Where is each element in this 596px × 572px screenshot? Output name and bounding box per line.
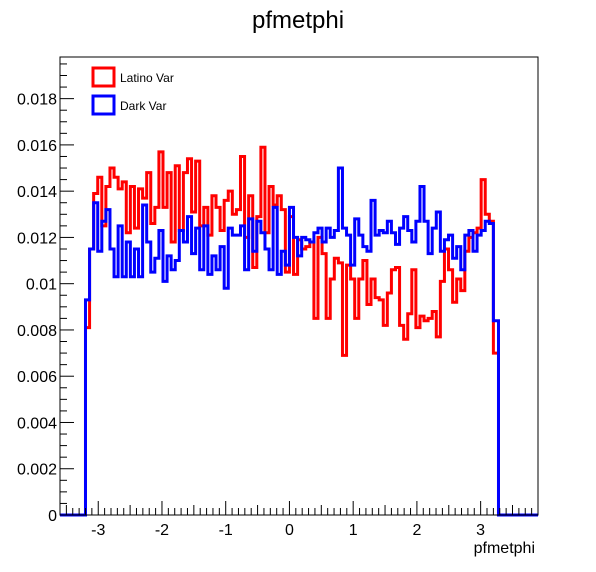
- x-tick-label: 1: [349, 522, 358, 539]
- legend-swatch: [91, 66, 116, 88]
- series-layer: [60, 145, 538, 517]
- x-tick-label: 3: [476, 522, 485, 539]
- axes-layer: -3 -2 -1 0 1 2 3 0 0.002 0.004 0.006 0.008 0.01 0.012…: [17, 63, 533, 539]
- x-tick-label: 0: [285, 522, 294, 539]
- legend-label: Latino Var: [120, 71, 174, 85]
- y-tick-label: 0.008: [17, 323, 57, 340]
- y-tick-label: 0: [48, 508, 57, 525]
- y-tick-label: 0.006: [17, 369, 57, 386]
- series-line-dark-var: [60, 166, 538, 517]
- y-tick-label: 0.016: [17, 138, 57, 155]
- y-tick-label: 0.012: [17, 230, 57, 247]
- x-tick-label: -3: [91, 522, 105, 539]
- x-tick-label: -2: [155, 522, 169, 539]
- legend-swatch: [91, 94, 116, 116]
- x-axis-label: pfmetphi: [474, 540, 535, 557]
- y-tick-label: 0.018: [17, 92, 57, 109]
- x-tick-label: 2: [412, 522, 421, 539]
- y-tick-label: 0.004: [17, 415, 57, 432]
- legend: Latino Var Dark Var: [91, 66, 174, 116]
- series-line-latino-var: [60, 145, 538, 517]
- y-tick-label: 0.002: [17, 462, 57, 479]
- legend-label: Dark Var: [120, 99, 166, 113]
- x-tick-label: -1: [219, 522, 233, 539]
- plot-frame: [59, 56, 539, 516]
- y-tick-label: 0.014: [17, 184, 57, 201]
- y-tick-label: 0.01: [26, 277, 57, 294]
- chart-title: pfmetphi: [252, 7, 344, 34]
